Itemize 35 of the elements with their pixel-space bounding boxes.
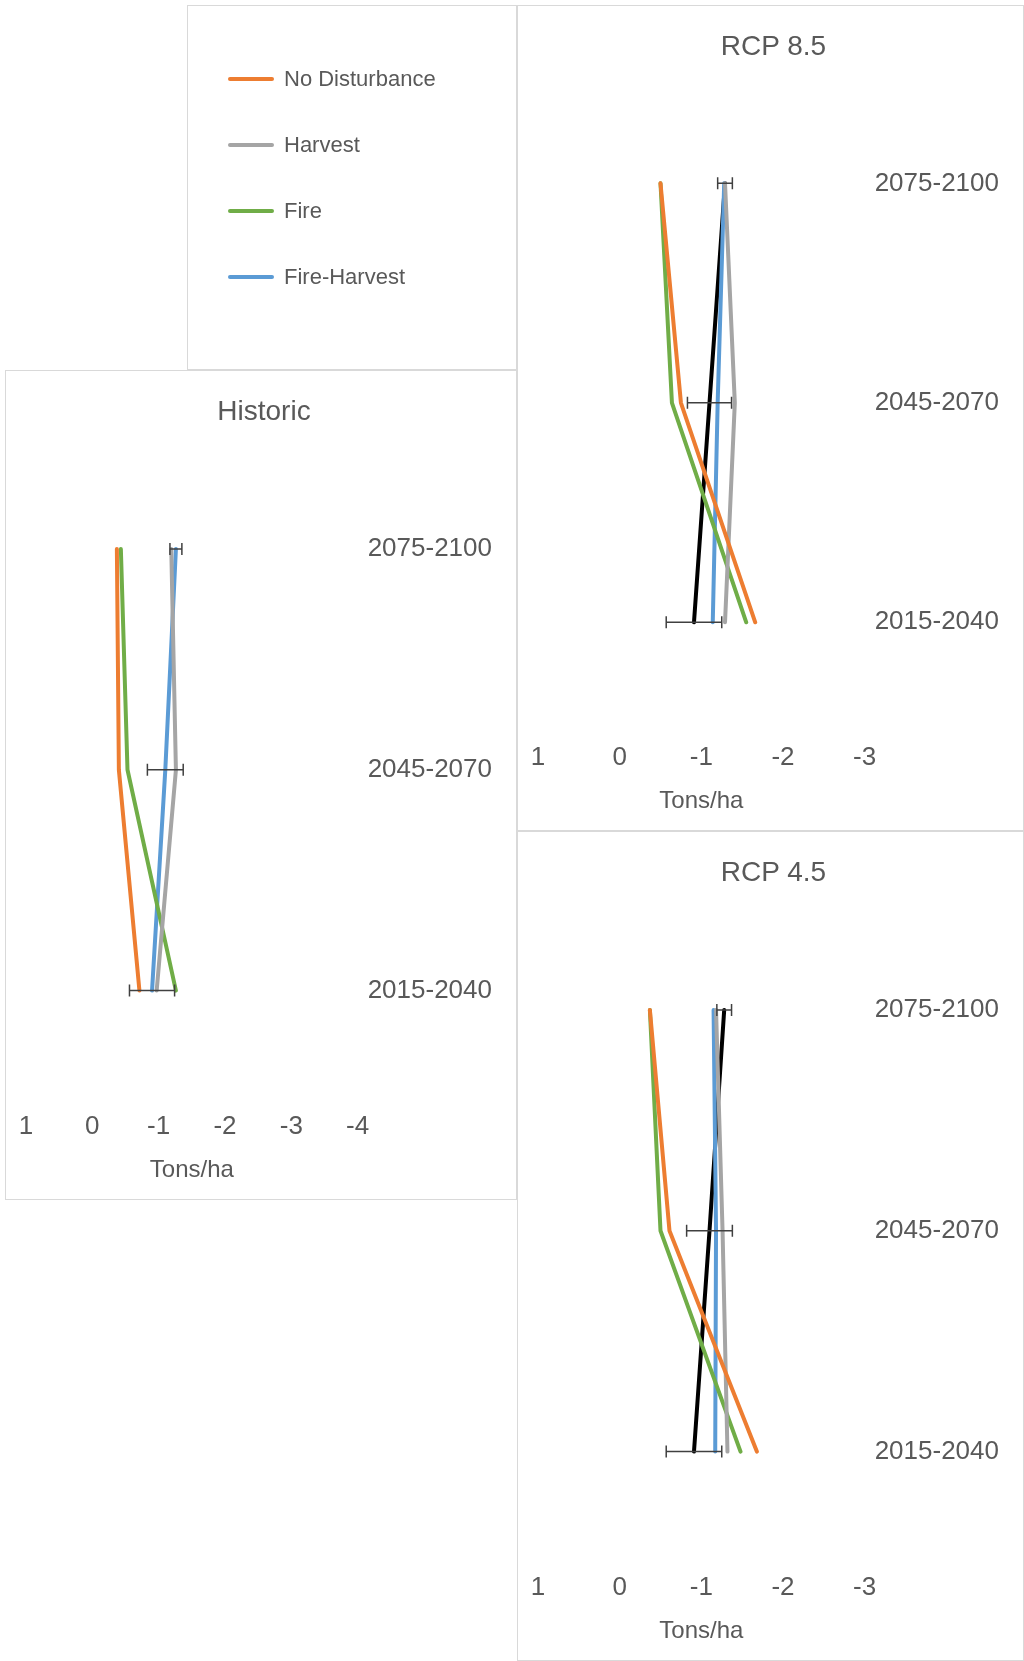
x-tick-label: -4 (346, 1109, 370, 1140)
x-tick-label: -2 (213, 1109, 237, 1140)
x-tick-label: 0 (612, 1570, 627, 1601)
x-tick-label: -3 (853, 740, 877, 771)
legend-label: Fire-Harvest (284, 264, 406, 290)
x-tick-label: -1 (689, 740, 713, 771)
x-tick-label: -1 (689, 1570, 713, 1601)
x-tick-label: 1 (18, 1109, 34, 1140)
x-tick-label: 0 (612, 740, 627, 771)
x-axis-title: Tons/ha (659, 1616, 745, 1644)
y-tick-label: 2015-2040 (874, 605, 1000, 636)
legend-label: Fire (284, 198, 322, 224)
x-tick-label: 1 (530, 740, 546, 771)
x-tick-label: -1 (147, 1109, 171, 1140)
x-tick-label: -3 (853, 1570, 877, 1601)
y-tick-label: 2015-2040 (874, 1434, 1000, 1465)
x-tick-label: 0 (85, 1109, 100, 1140)
chart-title: Historic (217, 394, 311, 426)
y-tick-label: 2045-2070 (874, 385, 1000, 416)
y-tick-label: 2075-2100 (874, 166, 1000, 197)
x-tick-label: -2 (771, 740, 795, 771)
y-tick-label: 2045-2070 (874, 1213, 1000, 1244)
x-axis-title: Tons/ha (149, 1155, 235, 1183)
chart-title: RCP 8.5 (720, 29, 827, 61)
legend-label: No Disturbance (284, 66, 436, 92)
chart-title: RCP 4.5 (720, 855, 827, 887)
y-tick-label: 2075-2100 (874, 993, 1000, 1024)
x-axis-title: Tons/ha (659, 786, 745, 814)
x-tick-label: -2 (771, 1570, 795, 1601)
y-tick-label: 2045-2070 (367, 752, 493, 783)
y-tick-label: 2015-2040 (367, 973, 493, 1004)
x-tick-label: -3 (279, 1109, 303, 1140)
legend-label: Harvest (284, 132, 360, 158)
x-tick-label: 1 (530, 1570, 546, 1601)
y-tick-label: 2075-2100 (367, 532, 493, 563)
